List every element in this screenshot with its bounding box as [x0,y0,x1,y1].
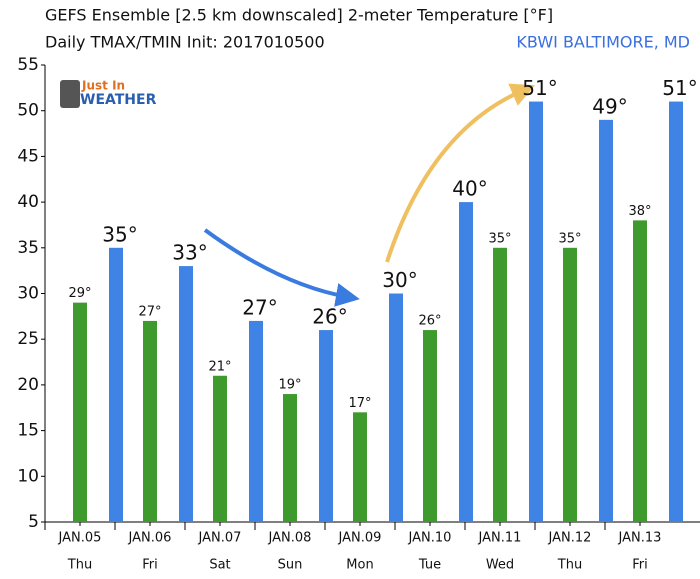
bar [563,247,577,523]
value-label: 27° [242,295,277,319]
bar [353,412,367,522]
y-tick-label: 45 [17,146,39,166]
value-label: 29° [68,286,91,301]
value-label: 35° [488,231,511,246]
chart-subtitle: Daily TMAX/TMIN Init: 2017010500 [45,33,325,52]
x-tick-label: JAN.12 [548,531,592,546]
y-tick-label: 50 [17,101,39,121]
value-label: 33° [172,241,207,265]
bar [389,293,403,522]
bar [179,266,193,522]
day-label: Mon [346,558,373,573]
bar [529,101,543,522]
x-tick-label: JAN.05 [58,531,102,546]
value-label: 51° [522,76,557,100]
value-label: 21° [208,359,231,374]
day-label: Fri [142,558,158,573]
bar [493,247,507,523]
x-tick-label: JAN.13 [618,531,662,546]
y-tick-label: 20 [17,375,39,395]
value-label: 26° [312,305,347,329]
y-tick-label: 15 [17,421,39,441]
x-tick-label: JAN.09 [338,531,382,546]
y-tick-label: 40 [17,192,39,212]
value-label: 49° [592,94,627,118]
y-tick-label: 55 [17,55,39,75]
day-label: Tue [418,558,441,573]
chart-title: GEFS Ensemble [2.5 km downscaled] 2-mete… [45,6,553,25]
day-label: Sat [209,558,230,573]
x-tick-label: JAN.06 [128,531,172,546]
bar [213,375,227,522]
arrow [385,83,536,263]
day-label: Thu [557,558,582,573]
bar [109,247,123,523]
bar [633,220,647,522]
bar [143,320,157,522]
value-label: 30° [382,268,417,292]
day-label: Sun [278,558,303,573]
bar [423,330,437,522]
bar [319,330,333,522]
y-tick-label: 5 [28,512,39,532]
day-label: Fri [632,558,648,573]
day-label: Thu [67,558,92,573]
value-label: 19° [278,378,301,393]
value-label: 27° [138,304,161,319]
value-label: 51° [662,76,697,100]
value-label: 38° [628,204,651,219]
value-label: 26° [418,314,441,329]
bar [599,119,613,522]
y-tick-label: 35 [17,238,39,258]
x-tick-label: JAN.08 [268,531,312,546]
y-tick-label: 10 [17,466,39,486]
x-tick-label: JAN.10 [408,531,452,546]
value-label: 35° [102,222,137,246]
bar [459,202,473,522]
arrow [203,228,360,307]
x-tick-label: JAN.07 [198,531,242,546]
value-label: 17° [348,396,371,411]
bar [73,302,87,522]
logo-text: Just In [81,79,125,93]
location: KBWI BALTIMORE, MD [516,33,690,52]
bar [249,320,263,522]
y-tick-label: 25 [17,329,39,349]
x-tick-label: JAN.11 [478,531,522,546]
day-label: Wed [486,558,514,573]
bar [283,394,297,522]
y-tick-label: 30 [17,284,39,304]
bar [669,101,683,522]
logo-icon [60,80,80,108]
logo-text: WEATHER [80,92,157,108]
value-label: 40° [452,177,487,201]
value-label: 35° [558,231,581,246]
